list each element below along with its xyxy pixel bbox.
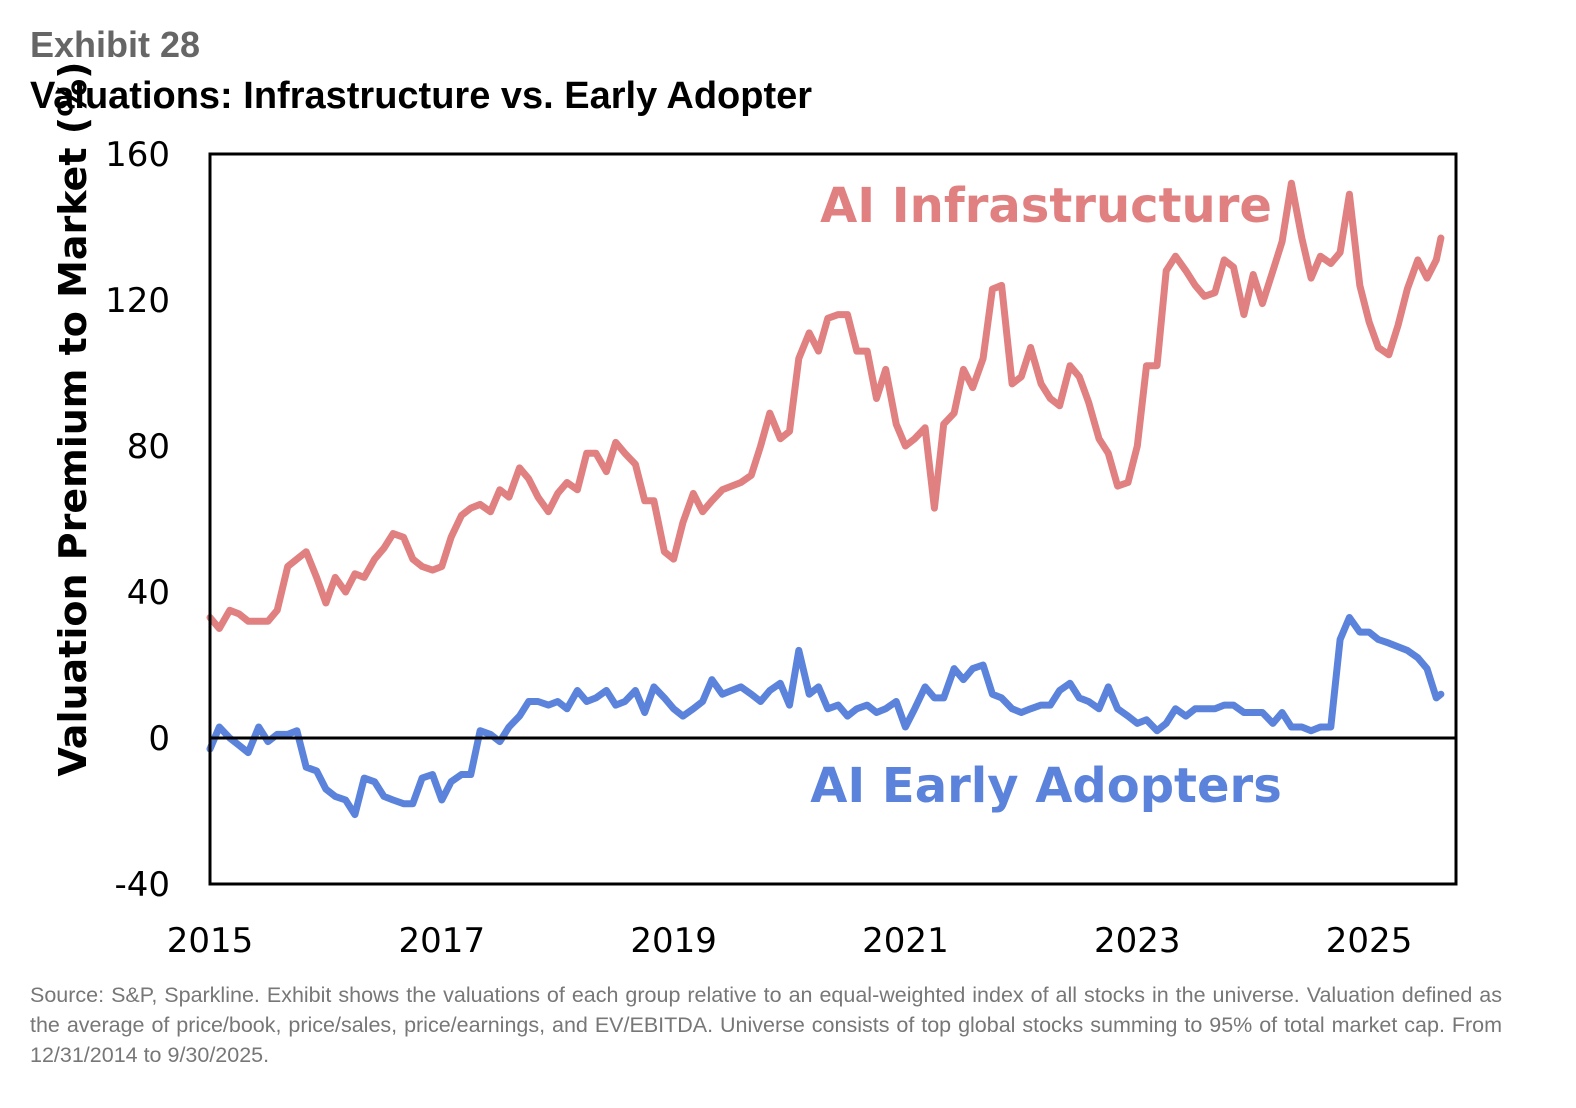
x-tick-label: 2015 [167,921,254,961]
x-tick-label: 2017 [399,921,486,961]
x-tick-label: 2021 [862,921,949,961]
x-axis-ticks: 2015 2017 2019 2021 2023 2025 [167,921,1413,961]
series-label-ai-early-adopters: AI Early Adopters [810,758,1282,814]
series-line-ai-infrastructure [206,179,1445,632]
y-tick-label: 0 [148,719,170,759]
x-tick-label: 2025 [1326,921,1413,961]
x-tick-label: 2019 [630,921,717,961]
y-tick-label: 160 [105,135,170,175]
y-axis-label: Valuation Premium to Market (%) [51,61,95,776]
chart-title: Valuations: Infrastructure vs. Early Ado… [30,75,813,117]
y-tick-label: -40 [114,865,170,905]
source-note: Source: S&P, Sparkline. Exhibit shows th… [30,983,1502,1067]
x-tick-label: 2023 [1094,921,1181,961]
y-tick-label: 40 [127,573,170,613]
plot-frame [208,152,1458,886]
y-tick-label: 120 [105,281,170,321]
y-tick-label: 80 [127,427,170,467]
exhibit-label: Exhibit 28 [30,24,201,65]
series-label-ai-infrastructure: AI Infrastructure [820,178,1272,234]
series-lines [206,179,1445,819]
series-line-ai-early-adopters [206,614,1445,819]
y-axis-ticks: 160 120 80 40 0 -40 [105,135,170,905]
